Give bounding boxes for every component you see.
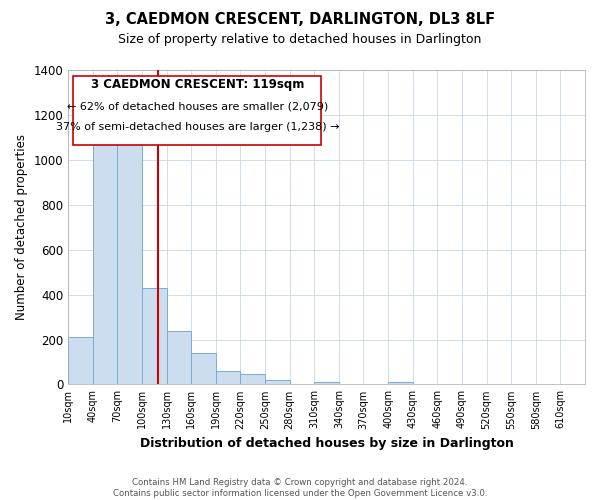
Bar [314, 382, 339, 384]
Bar [93, 133, 118, 384]
Y-axis label: Number of detached properties: Number of detached properties [15, 134, 28, 320]
Bar [68, 338, 93, 384]
Bar [142, 288, 167, 384]
Bar [241, 374, 265, 384]
Text: Size of property relative to detached houses in Darlington: Size of property relative to detached ho… [118, 32, 482, 46]
Bar [191, 353, 216, 384]
Bar [216, 371, 241, 384]
Bar [265, 380, 290, 384]
X-axis label: Distribution of detached houses by size in Darlington: Distribution of detached houses by size … [140, 437, 514, 450]
Text: 3, CAEDMON CRESCENT, DARLINGTON, DL3 8LF: 3, CAEDMON CRESCENT, DARLINGTON, DL3 8LF [105, 12, 495, 28]
Bar [118, 138, 142, 384]
Bar [388, 382, 413, 384]
Text: 3 CAEDMON CRESCENT: 119sqm: 3 CAEDMON CRESCENT: 119sqm [91, 78, 304, 92]
Text: ← 62% of detached houses are smaller (2,079): ← 62% of detached houses are smaller (2,… [67, 102, 328, 112]
Bar [167, 330, 191, 384]
Text: Contains HM Land Registry data © Crown copyright and database right 2024.
Contai: Contains HM Land Registry data © Crown c… [113, 478, 487, 498]
Text: 37% of semi-detached houses are larger (1,238) →: 37% of semi-detached houses are larger (… [56, 122, 339, 132]
